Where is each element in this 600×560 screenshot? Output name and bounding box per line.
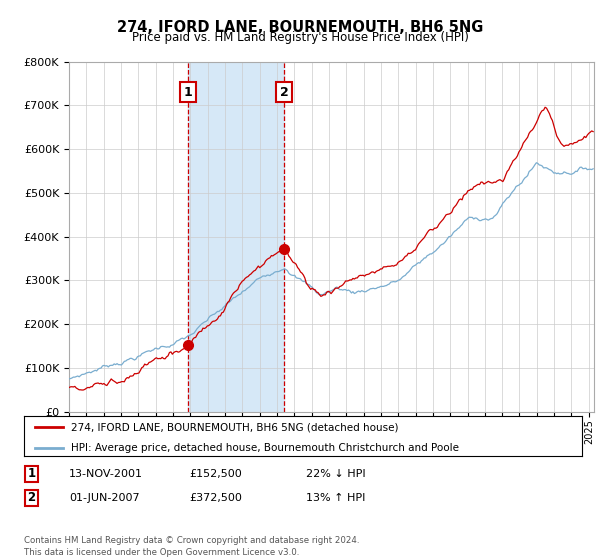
Text: 2: 2 [280,86,289,99]
Text: Contains HM Land Registry data © Crown copyright and database right 2024.
This d: Contains HM Land Registry data © Crown c… [24,536,359,557]
Text: 01-JUN-2007: 01-JUN-2007 [69,493,140,503]
Text: 274, IFORD LANE, BOURNEMOUTH, BH6 5NG (detached house): 274, IFORD LANE, BOURNEMOUTH, BH6 5NG (d… [71,422,399,432]
Bar [188,62,284,412]
Text: £372,500: £372,500 [189,493,242,503]
Text: 1: 1 [28,467,35,480]
Text: 22% ↓ HPI: 22% ↓ HPI [306,469,365,479]
Text: 2: 2 [28,491,35,505]
Text: 274, IFORD LANE, BOURNEMOUTH, BH6 5NG: 274, IFORD LANE, BOURNEMOUTH, BH6 5NG [117,20,483,35]
Text: £152,500: £152,500 [189,469,242,479]
Text: 13-NOV-2001: 13-NOV-2001 [69,469,143,479]
Text: Price paid vs. HM Land Registry's House Price Index (HPI): Price paid vs. HM Land Registry's House … [131,31,469,44]
Text: 1: 1 [184,86,193,99]
Text: 13% ↑ HPI: 13% ↑ HPI [306,493,365,503]
Text: HPI: Average price, detached house, Bournemouth Christchurch and Poole: HPI: Average price, detached house, Bour… [71,442,460,452]
